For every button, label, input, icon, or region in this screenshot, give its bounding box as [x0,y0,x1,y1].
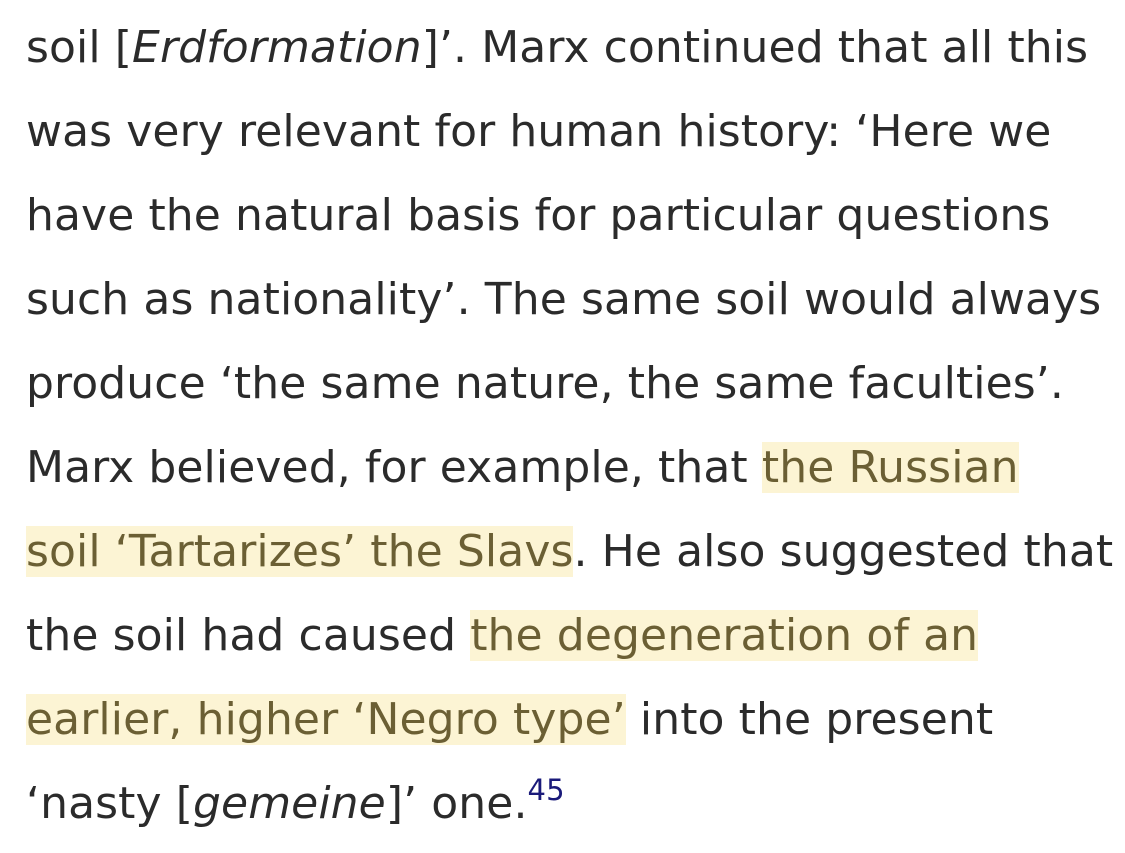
text-run: . He also suggested that [573,526,1114,577]
text-line: produce ‘the same nature, the same facul… [26,357,1064,411]
text-line: the soil had caused the degeneration of … [26,609,979,663]
text-line: have the natural basis for particular qu… [26,189,1050,243]
text-line: Marx believed, for example, that the Rus… [26,441,1019,495]
text-line: was very relevant for human history: ‘He… [26,105,1051,159]
text-run: ]’ one. [385,778,528,829]
italic-term: gemeine [193,778,386,829]
text-line: such as nationality’. The same soil woul… [26,273,1101,327]
italic-term: Erdformation [132,22,422,73]
text-run: produce ‘the same nature, the same facul… [26,358,1064,409]
text-run: was very relevant for human history: ‘He… [26,106,1052,157]
highlight[interactable]: soil ‘Tartarizes’ the Slavs [26,526,574,577]
text-line: soil ‘Tartarizes’ the Slavs. He also sug… [26,525,1113,579]
highlight[interactable]: the degeneration of an [470,610,979,661]
highlight[interactable]: the Russian [761,442,1019,493]
highlight[interactable]: earlier, higher ‘Negro type’ [26,694,626,745]
text-run: ‘nasty [ [26,778,194,829]
text-run: have the natural basis for particular qu… [26,190,1051,241]
text-run: ]’. Marx continued that all this [421,22,1089,73]
text-run: into the present [625,694,994,745]
text-run: the soil had caused [26,610,471,661]
text-run: such as nationality’. The same soil woul… [26,274,1102,325]
footnote-link[interactable]: 45 [527,773,565,807]
text-line: earlier, higher ‘Negro type’ into the pr… [26,693,993,747]
text-line: ‘nasty [gemeine]’ one.45 [26,776,565,831]
text-run: Marx believed, for example, that [26,442,762,493]
text-run: soil [ [26,22,133,73]
text-line: soil [Erdformation]’. Marx continued tha… [26,21,1088,75]
